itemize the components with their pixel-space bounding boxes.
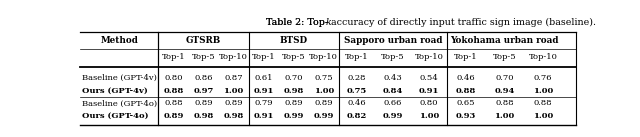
Text: 0.46: 0.46: [457, 74, 476, 82]
Text: 0.89: 0.89: [194, 99, 213, 107]
Text: k: k: [325, 18, 331, 27]
Text: 0.91: 0.91: [419, 87, 439, 95]
Text: 0.75: 0.75: [347, 87, 367, 95]
Text: 0.70: 0.70: [495, 74, 514, 82]
Text: 0.80: 0.80: [420, 99, 438, 107]
Text: Method: Method: [100, 36, 138, 45]
Text: 0.97: 0.97: [193, 87, 214, 95]
Text: 0.88: 0.88: [495, 99, 514, 107]
Text: Top-5: Top-5: [282, 53, 305, 61]
Text: Top-1: Top-1: [252, 53, 275, 61]
Text: 0.93: 0.93: [456, 112, 476, 120]
Text: 0.54: 0.54: [420, 74, 438, 82]
Text: 0.99: 0.99: [314, 112, 334, 120]
Text: Baseline (GPT-4o): Baseline (GPT-4o): [83, 99, 157, 107]
Text: 0.99: 0.99: [383, 112, 403, 120]
Text: 0.76: 0.76: [534, 74, 552, 82]
Text: Baseline (GPT-4v): Baseline (GPT-4v): [83, 74, 157, 82]
Text: 0.88: 0.88: [534, 99, 552, 107]
Text: 1.00: 1.00: [419, 112, 439, 120]
Text: Top-10: Top-10: [309, 53, 339, 61]
Text: 0.98: 0.98: [223, 112, 244, 120]
Text: BTSD: BTSD: [280, 36, 308, 45]
Text: 0.88: 0.88: [164, 99, 183, 107]
Text: Table 2: Top-: Table 2: Top-: [266, 18, 328, 27]
Text: 1.00: 1.00: [495, 112, 515, 120]
Text: 0.82: 0.82: [347, 112, 367, 120]
Text: 1.00: 1.00: [533, 112, 553, 120]
Text: 0.89: 0.89: [314, 99, 333, 107]
Text: 0.43: 0.43: [383, 74, 403, 82]
Text: Table 2: Top-: Table 2: Top-: [266, 18, 328, 27]
Text: 0.75: 0.75: [314, 74, 333, 82]
Text: 0.28: 0.28: [348, 74, 366, 82]
Text: 0.80: 0.80: [164, 74, 182, 82]
Text: Top-10: Top-10: [219, 53, 248, 61]
Text: 1.00: 1.00: [314, 87, 334, 95]
Text: 0.91: 0.91: [253, 87, 274, 95]
Text: Top-10: Top-10: [529, 53, 557, 61]
Text: Top-1: Top-1: [454, 53, 478, 61]
Text: Top-10: Top-10: [415, 53, 444, 61]
Text: Top-5: Top-5: [192, 53, 215, 61]
Text: GTSRB: GTSRB: [186, 36, 221, 45]
Text: 0.84: 0.84: [383, 87, 403, 95]
Text: 0.70: 0.70: [285, 74, 303, 82]
Text: 0.66: 0.66: [384, 99, 402, 107]
Text: 0.89: 0.89: [224, 99, 243, 107]
Text: 0.87: 0.87: [224, 74, 243, 82]
Text: 0.98: 0.98: [193, 112, 214, 120]
Text: 0.98: 0.98: [284, 87, 304, 95]
Text: 0.91: 0.91: [253, 112, 274, 120]
Text: 0.94: 0.94: [494, 87, 515, 95]
Text: Yokohama urban road: Yokohama urban road: [451, 36, 559, 45]
Text: Top-1: Top-1: [345, 53, 369, 61]
Text: Top-5: Top-5: [493, 53, 516, 61]
Text: Top-1: Top-1: [162, 53, 185, 61]
Text: 0.61: 0.61: [255, 74, 273, 82]
Text: Sapporo urban road: Sapporo urban road: [344, 36, 442, 45]
Text: Top-5: Top-5: [381, 53, 404, 61]
Text: 0.99: 0.99: [284, 112, 304, 120]
Text: accuracy of directly input traffic sign image (baseline).: accuracy of directly input traffic sign …: [328, 18, 596, 27]
Text: 0.65: 0.65: [457, 99, 476, 107]
Text: 1.00: 1.00: [533, 87, 553, 95]
Text: 0.86: 0.86: [195, 74, 212, 82]
Text: 0.89: 0.89: [163, 112, 184, 120]
Text: 0.46: 0.46: [348, 99, 366, 107]
Text: Ours (GPT-4v): Ours (GPT-4v): [83, 87, 148, 95]
Text: 0.89: 0.89: [284, 99, 303, 107]
Text: 0.88: 0.88: [163, 87, 184, 95]
Text: 0.79: 0.79: [254, 99, 273, 107]
Text: 0.88: 0.88: [456, 87, 476, 95]
Text: 1.00: 1.00: [223, 87, 244, 95]
Text: Ours (GPT-4o): Ours (GPT-4o): [83, 112, 149, 120]
